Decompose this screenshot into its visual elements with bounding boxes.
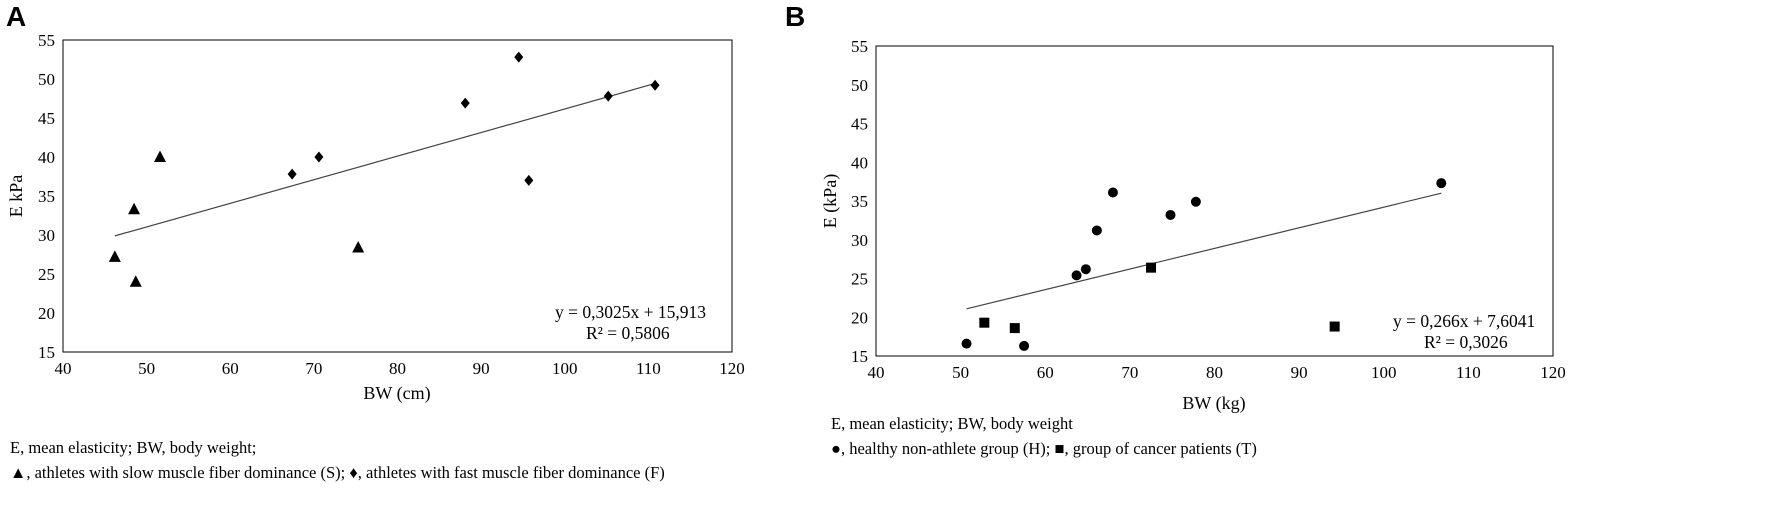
panel-a-x-tick-label: 90 xyxy=(473,359,490,378)
panel-b-y-tick-label: 20 xyxy=(851,308,868,327)
panel-a-y-tick-label: 40 xyxy=(38,148,55,167)
panel-a-x-tick-label: 100 xyxy=(552,359,578,378)
panel-b-y-tick-label: 50 xyxy=(851,76,868,95)
panel-b-x-tick-label: 120 xyxy=(1540,363,1566,382)
panel-a-diamond-point xyxy=(514,51,524,63)
panel-a-y-tick-label: 20 xyxy=(38,304,55,323)
panel-b-x-tick-label: 60 xyxy=(1037,363,1054,382)
panel-a-y-tick-label: 25 xyxy=(38,265,55,284)
panel-b-x-tick-label: 40 xyxy=(868,363,885,382)
panel-b-square-point xyxy=(979,317,990,328)
panel-b-plot-frame xyxy=(875,45,1554,357)
panel-a-r-squared: R² = 0,5806 xyxy=(586,323,670,343)
panel-b-y-ticks: 15 20 25 30 35 40 45 50 55 xyxy=(851,37,868,366)
panel-a-triangle-point xyxy=(154,150,167,162)
panel-b-x-tick-label: 80 xyxy=(1206,363,1223,382)
panel-a-y-ticks: 15 20 25 30 35 40 45 50 55 xyxy=(38,31,55,362)
panel-a-diamond-point xyxy=(314,151,324,163)
panel-b-y-tick-label: 25 xyxy=(851,270,868,289)
panel-a-y-tick-label: 55 xyxy=(38,31,55,50)
panel-b-circle-point xyxy=(1091,225,1102,236)
panel-a-triangle-point xyxy=(352,240,365,253)
panel-b-caption-line-1: E, mean elasticity; BW, body weight xyxy=(831,414,1073,433)
panel-b-square-point xyxy=(1329,321,1340,332)
panel-b-caption-line-2: ●, healthy non-athlete group (H); ■, gro… xyxy=(831,439,1257,458)
panel-b-circle-point xyxy=(1080,264,1091,275)
panel-a-x-tick-label: 110 xyxy=(636,359,661,378)
panel-b-circle-point xyxy=(1436,178,1447,189)
panel-a-x-tick-label: 120 xyxy=(719,359,745,378)
panel-b-circle-point xyxy=(961,338,972,349)
panel-a-y-tick-label: 30 xyxy=(38,226,55,245)
panel-a-diamond-point xyxy=(603,90,613,102)
panel-a-trendline xyxy=(114,82,656,237)
panel-a-diamond-point xyxy=(460,97,470,109)
panel-b-circle-point xyxy=(1019,340,1030,351)
panel-b-y-tick-label: 30 xyxy=(851,231,868,250)
panel-a-triangle-point xyxy=(128,202,141,215)
panel-b-trendline xyxy=(966,192,1442,310)
panel-a-x-tick-label: 40 xyxy=(55,359,72,378)
panel-a-caption-line-2: ▲, athletes with slow muscle fiber domin… xyxy=(10,463,665,482)
panel-a-x-ticks: 40 50 60 70 80 90 100 110 120 xyxy=(55,359,745,378)
panel-a-diamond-point xyxy=(524,174,534,186)
panel-b-x-axis-title: BW (kg) xyxy=(1182,393,1245,414)
panel-a-triangle-point xyxy=(108,250,121,262)
panel-a-y-axis-title: E kPa xyxy=(6,175,26,218)
panel-a-x-tick-label: 80 xyxy=(389,359,406,378)
panel-a-x-tick-label: 70 xyxy=(305,359,322,378)
panel-a-plot-frame xyxy=(62,39,733,353)
panel-b-x-ticks: 40 50 60 70 80 90 100 110 120 xyxy=(868,363,1566,382)
panel-b-y-tick-label: 15 xyxy=(851,347,868,366)
panel-a-x-axis-title: BW (cm) xyxy=(363,383,430,404)
panel-b-y-tick-label: 45 xyxy=(851,115,868,134)
panel-b-circle-point xyxy=(1165,209,1176,220)
panel-a-y-tick-label: 35 xyxy=(38,187,55,206)
panel-b-square-point xyxy=(1146,262,1157,273)
panel-a-data-points xyxy=(108,51,660,287)
panel-b-r-squared: R² = 0,3026 xyxy=(1424,332,1508,352)
panel-b-circle-point xyxy=(1107,187,1118,198)
panel-b-x-tick-label: 90 xyxy=(1291,363,1308,382)
panel-a-diamond-point xyxy=(287,168,297,180)
panel-a: A 15 20 25 30 35 40 45 50 55 40 50 60 70 80 90 100 110 1… xyxy=(6,1,745,482)
panel-b-y-tick-label: 55 xyxy=(851,37,868,56)
panel-a-y-tick-label: 15 xyxy=(38,343,55,362)
panel-b-x-tick-label: 100 xyxy=(1371,363,1397,382)
panel-a-letter: A xyxy=(6,1,26,32)
panel-a-x-tick-label: 60 xyxy=(222,359,239,378)
panel-b-y-tick-label: 40 xyxy=(851,153,868,172)
panel-b-data-points xyxy=(961,178,1447,351)
panel-b-x-tick-label: 110 xyxy=(1456,363,1481,382)
panel-a-y-tick-label: 45 xyxy=(38,109,55,128)
panel-a-x-tick-label: 50 xyxy=(138,359,155,378)
panel-b-y-tick-label: 35 xyxy=(851,192,868,211)
panel-a-y-tick-label: 50 xyxy=(38,70,55,89)
panel-b-square-point xyxy=(1009,323,1020,334)
panel-b-circle-point xyxy=(1071,270,1082,281)
panel-a-diamond-point xyxy=(650,79,660,91)
panel-b-y-axis-title: E (kPa) xyxy=(820,174,841,228)
panel-b-circle-point xyxy=(1190,196,1201,207)
panel-a-caption-line-1: E, mean elasticity; BW, body weight; xyxy=(10,438,256,457)
panel-a-equation: y = 0,3025x + 15,913 xyxy=(555,302,706,322)
panel-a-triangle-point xyxy=(129,275,142,287)
panel-b-x-tick-label: 70 xyxy=(1121,363,1138,382)
panel-b-x-tick-label: 50 xyxy=(952,363,969,382)
panel-b-equation: y = 0,266x + 7,6041 xyxy=(1393,311,1535,331)
panel-b-letter: B xyxy=(785,1,805,32)
panel-b: B 15 20 25 30 35 40 45 50 55 40 50 60 70 80 90 100 110 1… xyxy=(785,1,1566,458)
